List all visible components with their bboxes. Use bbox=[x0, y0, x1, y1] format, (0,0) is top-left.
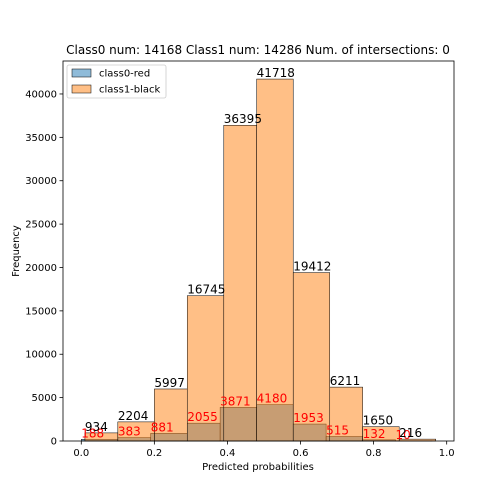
x-tick-label-2: 0.4 bbox=[219, 448, 235, 459]
y-axis-ticks: 0 5000 10000 15000 20000 25000 30000 35000 40000 bbox=[25, 89, 63, 448]
y-tick-label-2: 10000 bbox=[25, 350, 57, 361]
bar-s1-6 bbox=[292, 272, 331, 442]
bar-label-s1-3: 16745 bbox=[187, 283, 225, 297]
bar-label-s0-4: 3871 bbox=[220, 394, 251, 408]
legend-swatch-class0 bbox=[71, 68, 92, 78]
bar-label-s1-1: 2204 bbox=[118, 409, 149, 423]
bar-label-s0-2: 881 bbox=[151, 420, 174, 434]
bar-label-s0-0: 188 bbox=[81, 426, 104, 440]
bar-s1-3 bbox=[186, 295, 225, 442]
bar-label-s1-7: 6211 bbox=[330, 374, 361, 388]
y-tick-label-7: 35000 bbox=[25, 133, 57, 144]
bar-label-s1-5: 41718 bbox=[257, 66, 295, 80]
x-axis-ticks: 0.0 0.2 0.4 0.6 0.8 1.0 bbox=[73, 441, 455, 459]
y-tick-label-1: 5000 bbox=[32, 393, 57, 404]
bar-s1-4 bbox=[223, 124, 257, 442]
bar-label-s0-7: 515 bbox=[326, 424, 349, 438]
bar-label-s0-9: 10 bbox=[396, 428, 411, 442]
x-axis-label: Predicted probabilities bbox=[202, 462, 314, 473]
bar-label-s1-4: 36395 bbox=[224, 112, 262, 126]
bar-label-s0-1: 383 bbox=[118, 425, 141, 439]
y-tick-label-6: 30000 bbox=[25, 176, 57, 187]
y-tick-label-3: 15000 bbox=[25, 306, 57, 317]
bar-label-s1-2: 5997 bbox=[154, 376, 185, 390]
bar-label-s0-3: 2055 bbox=[187, 410, 218, 424]
y-tick-label-8: 40000 bbox=[25, 89, 57, 100]
plot-frame bbox=[62, 60, 455, 442]
legend: class0-red class1-black bbox=[66, 64, 167, 99]
bars-layer bbox=[81, 78, 436, 442]
bar-label-s1-9: 216 bbox=[399, 426, 422, 440]
x-tick-label-1: 0.2 bbox=[146, 448, 162, 459]
bar-label-s0-8: 132 bbox=[363, 427, 386, 441]
legend-label-class0: class0-red bbox=[99, 69, 150, 80]
legend-label-class1: class1-black bbox=[99, 85, 161, 96]
y-axis-label: Frequency bbox=[11, 225, 22, 277]
chart-title: Class0 num: 14168 Class1 num: 14286 Num.… bbox=[66, 43, 450, 57]
bar-label-s1-6: 19412 bbox=[293, 260, 331, 274]
bar-label-s0-6: 1953 bbox=[293, 411, 324, 425]
bar-s1-7 bbox=[329, 386, 363, 442]
bar-label-s1-8: 1650 bbox=[363, 414, 394, 428]
x-tick-label-5: 1.0 bbox=[439, 448, 455, 459]
x-tick-label-3: 0.6 bbox=[293, 448, 309, 459]
bar-label-s0-5: 4180 bbox=[257, 392, 288, 406]
bar-s1-5 bbox=[256, 78, 294, 442]
y-tick-label-0: 0 bbox=[51, 437, 57, 448]
x-tick-label-4: 0.8 bbox=[366, 448, 382, 459]
x-tick-label-0: 0.0 bbox=[73, 448, 89, 459]
bar-label-s1-0: 934 bbox=[85, 420, 108, 434]
y-tick-label-4: 20000 bbox=[25, 263, 57, 274]
legend-box bbox=[66, 64, 167, 99]
y-tick-label-5: 25000 bbox=[25, 220, 57, 231]
legend-swatch-class1 bbox=[71, 84, 92, 94]
